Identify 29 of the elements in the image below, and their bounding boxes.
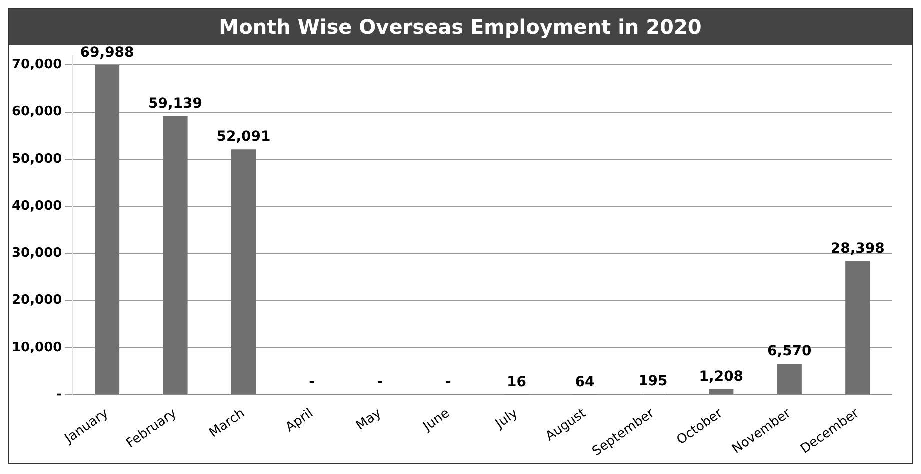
y-tick-label: 20,000 [12, 293, 62, 308]
data-label: 6,570 [767, 344, 812, 360]
y-tick-label: 60,000 [12, 104, 62, 120]
x-tick-label: July [492, 406, 522, 432]
data-label: 52,091 [216, 129, 271, 146]
y-tick-label: 50,000 [12, 152, 62, 167]
y-tick-label: - [56, 387, 62, 402]
y-tick-label: 30,000 [12, 246, 62, 262]
y-tick-label: 70,000 [12, 58, 62, 73]
data-label: 28,398 [830, 240, 885, 257]
y-tick-label: 40,000 [12, 198, 62, 214]
data-label: 69,988 [80, 44, 134, 61]
data-label: - [309, 374, 316, 391]
x-tick-label: May [354, 406, 385, 434]
bar [709, 389, 734, 395]
data-label: 195 [638, 374, 668, 390]
bar [163, 116, 188, 395]
bar [846, 261, 870, 395]
data-label: 59,139 [148, 96, 203, 112]
bar [95, 65, 120, 395]
data-label: 1,208 [699, 368, 744, 385]
chart-title: Month Wise Overseas Employment in 2020 [9, 9, 912, 45]
bar [777, 364, 802, 395]
data-label: - [446, 374, 452, 391]
data-label: 16 [506, 374, 526, 391]
data-label: - [377, 374, 384, 391]
bar [231, 150, 256, 395]
y-tick-label: 10,000 [12, 340, 62, 356]
data-label: 64 [575, 374, 595, 390]
